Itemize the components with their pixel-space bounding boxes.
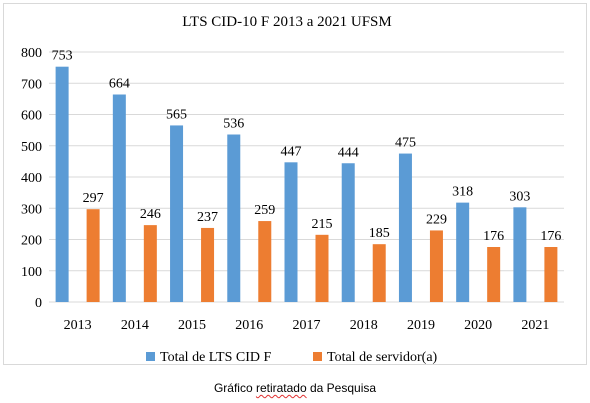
data-label: 215 xyxy=(312,217,333,232)
bar-total-lts-2014 xyxy=(112,94,126,302)
data-label: 303 xyxy=(509,189,530,204)
data-label: 565 xyxy=(166,107,187,122)
data-label: 259 xyxy=(254,203,275,218)
bar-total-lts-2013 xyxy=(55,66,69,302)
bar-total-lts-2017 xyxy=(284,162,298,302)
bar-total-servidor-2017 xyxy=(315,234,329,302)
bar-total-servidor-2015 xyxy=(201,227,215,302)
y-tick-label: 500 xyxy=(21,140,42,155)
x-tick-label: 2020 xyxy=(464,318,492,333)
caption-text-end: da Pesquisa xyxy=(306,381,377,395)
bar-total-lts-2021 xyxy=(513,207,527,302)
data-label: 246 xyxy=(140,207,161,222)
bar-total-servidor-2020 xyxy=(487,247,501,302)
legend-label: Total de servidor(a) xyxy=(327,350,438,365)
data-label: 229 xyxy=(426,212,447,227)
data-label: 536 xyxy=(223,117,244,132)
bar-total-servidor-2021 xyxy=(544,247,558,302)
bar-total-lts-2015 xyxy=(170,125,184,302)
bar-total-lts-2016 xyxy=(227,134,241,302)
chart-title: LTS CID-10 F 2013 a 2021 UFSM xyxy=(182,14,391,30)
data-label: 318 xyxy=(452,185,473,200)
data-label: 475 xyxy=(395,136,416,151)
data-label: 447 xyxy=(281,144,302,159)
x-tick-label: 2013 xyxy=(64,318,92,333)
caption-misspelled-word: retiratado xyxy=(255,381,307,395)
y-tick-label: 800 xyxy=(21,46,42,61)
bar-total-servidor-2016 xyxy=(258,221,272,302)
legend-swatch xyxy=(313,352,322,361)
legend-label: Total de LTS CID F xyxy=(160,350,271,365)
x-tick-label: 2018 xyxy=(350,318,378,333)
y-tick-label: 400 xyxy=(21,171,42,186)
x-tick-label: 2019 xyxy=(407,318,435,333)
y-tick-label: 200 xyxy=(21,234,42,249)
caption-text-start: Gráfico xyxy=(213,381,256,395)
y-tick-label: 600 xyxy=(21,109,42,124)
x-tick-label: 2017 xyxy=(293,318,321,333)
data-label: 176 xyxy=(483,229,504,244)
y-tick-label: 0 xyxy=(35,296,42,311)
bar-chart: LTS CID-10 F 2013 a 2021 UFSM 0 100 200 300… xyxy=(21,14,564,365)
data-label: 753 xyxy=(52,49,73,64)
legend-swatch xyxy=(146,352,155,361)
data-label: 444 xyxy=(338,145,359,160)
bar-total-servidor-2013 xyxy=(86,209,100,302)
x-tick-label: 2014 xyxy=(121,318,149,333)
x-tick-label: 2016 xyxy=(235,318,263,333)
bar-total-servidor-2014 xyxy=(143,225,157,302)
data-label: 185 xyxy=(369,226,390,241)
data-label: 297 xyxy=(83,191,104,206)
y-tick-label: 100 xyxy=(21,265,42,280)
figure-caption: Gráfico retiratado da Pesquisa xyxy=(0,381,590,395)
bar-total-lts-2020 xyxy=(456,202,470,302)
y-tick-label: 300 xyxy=(21,202,42,217)
y-tick-label: 700 xyxy=(21,77,42,92)
data-label: 664 xyxy=(109,77,130,92)
bar-total-servidor-2018 xyxy=(372,244,386,302)
bar-total-lts-2019 xyxy=(398,153,412,302)
data-label: 176 xyxy=(540,229,561,244)
chart-frame: LTS CID-10 F 2013 a 2021 UFSM 0 100 200 300… xyxy=(3,3,587,365)
data-label: 237 xyxy=(197,210,218,225)
bar-total-lts-2018 xyxy=(341,163,355,302)
x-tick-label: 2021 xyxy=(521,318,549,333)
x-tick-label: 2015 xyxy=(178,318,206,333)
bar-total-servidor-2019 xyxy=(429,230,443,302)
